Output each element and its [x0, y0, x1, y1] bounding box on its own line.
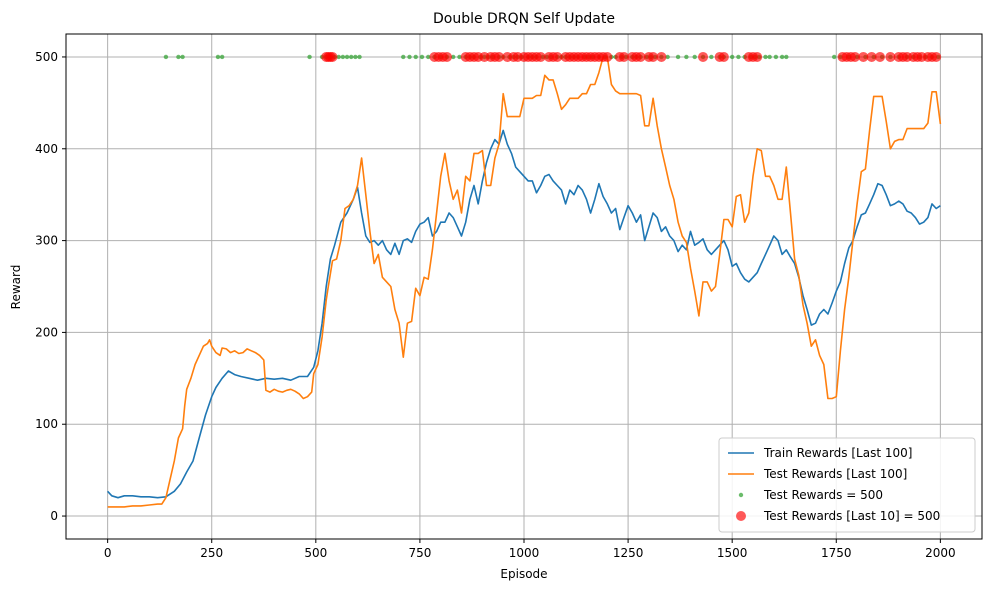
- x-axis-ticks: 0 250 500 750 1000 1250 1500 1750 2000: [104, 539, 956, 560]
- last10-marker: [552, 51, 563, 62]
- last10-marker: [858, 51, 869, 62]
- test-500-marker: [736, 54, 741, 60]
- legend-label: Test Rewards [Last 10] = 500: [763, 509, 940, 523]
- last10-marker: [866, 51, 877, 62]
- legend: Train Rewards [Last 100] Test Rewards [La…: [718, 437, 976, 533]
- test-500-marker: [831, 54, 837, 60]
- x-tick-label: 2000: [925, 546, 956, 560]
- test-500-marker: [353, 54, 358, 60]
- x-tick-label: 250: [200, 546, 223, 560]
- test-500-marker: [457, 54, 462, 60]
- test-500-marker: [665, 54, 670, 60]
- test-500-marker: [692, 54, 697, 60]
- test-500-marker: [349, 54, 354, 60]
- plot-area: [107, 51, 942, 508]
- x-tick-label: 750: [408, 546, 431, 560]
- x-tick-label: 1250: [613, 546, 644, 560]
- y-tick-label: 100: [35, 417, 58, 431]
- legend-label: Test Rewards = 500: [763, 488, 883, 502]
- last10-marker: [885, 51, 896, 62]
- y-tick-label: 300: [35, 234, 58, 248]
- test-500-marker: [357, 54, 362, 60]
- test-500-marker: [215, 54, 221, 60]
- last10-marker: [327, 51, 338, 62]
- legend-box: [718, 437, 976, 533]
- last10-marker: [494, 51, 505, 62]
- x-tick-label: 500: [304, 546, 327, 560]
- y-tick-label: 200: [35, 325, 58, 339]
- x-tick-label: 0: [104, 546, 112, 560]
- legend-marker-test-rewards-last-10-500: [736, 511, 746, 521]
- test-500-marker: [773, 54, 779, 60]
- last10-marker: [648, 51, 659, 62]
- test-500-marker: [675, 54, 681, 60]
- x-tick-label: 1500: [717, 546, 748, 560]
- test-500-marker: [419, 54, 425, 60]
- x-tick-label: 1750: [821, 546, 852, 560]
- last10-marker: [874, 51, 885, 62]
- y-tick-label: 0: [50, 509, 58, 523]
- test-500-marker: [729, 54, 735, 60]
- legend-label: Train Rewards [Last 100]: [763, 446, 912, 460]
- test-500-marker: [340, 54, 346, 60]
- last10-marker: [656, 51, 667, 62]
- test-500-marker: [163, 54, 169, 60]
- test-500-marker: [307, 54, 312, 60]
- test-500-marker: [413, 54, 418, 60]
- test-500-marker: [176, 54, 181, 60]
- test-500-marker: [426, 54, 431, 60]
- last10-marker: [535, 51, 546, 62]
- test-500-marker: [219, 54, 225, 60]
- test-500-marker: [767, 54, 772, 60]
- y-axis-ticks: 0 100 200 300 400 500: [35, 50, 66, 523]
- test-500-marker: [684, 54, 689, 60]
- test-500-marker: [763, 54, 768, 60]
- legend-label: Test Rewards [Last 100]: [763, 467, 907, 481]
- test-500-marker: [779, 54, 785, 60]
- series-line-train-rewards-last-100: [107, 129, 941, 499]
- test-500-marker: [180, 54, 185, 60]
- y-tick-label: 400: [35, 142, 58, 156]
- last10-marker: [931, 51, 942, 62]
- test-500-marker: [401, 54, 406, 60]
- x-axis-label: Episode: [500, 567, 547, 581]
- test-500-marker: [709, 54, 714, 60]
- y-axis-label: Reward: [9, 265, 23, 310]
- test-500-marker: [407, 54, 412, 60]
- legend-marker-test-rewards-500: [738, 492, 744, 498]
- y-tick-label: 500: [35, 50, 58, 64]
- last10-marker: [850, 51, 861, 62]
- chart-title: Double DRQN Self Update: [433, 11, 615, 27]
- x-tick-label: 1000: [509, 546, 540, 560]
- last10-marker: [718, 51, 729, 62]
- test-500-marker: [336, 54, 341, 60]
- test-500-marker: [784, 54, 789, 60]
- test-500-marker: [451, 54, 456, 60]
- last10-marker: [635, 51, 646, 62]
- last10-marker: [752, 51, 763, 62]
- last10-marker: [618, 51, 629, 62]
- series-line-test-rewards-last-100: [107, 56, 942, 508]
- last10-marker: [698, 51, 709, 62]
- last10-marker: [441, 51, 452, 62]
- test-500-marker: [344, 54, 350, 60]
- last10-marker: [602, 51, 613, 62]
